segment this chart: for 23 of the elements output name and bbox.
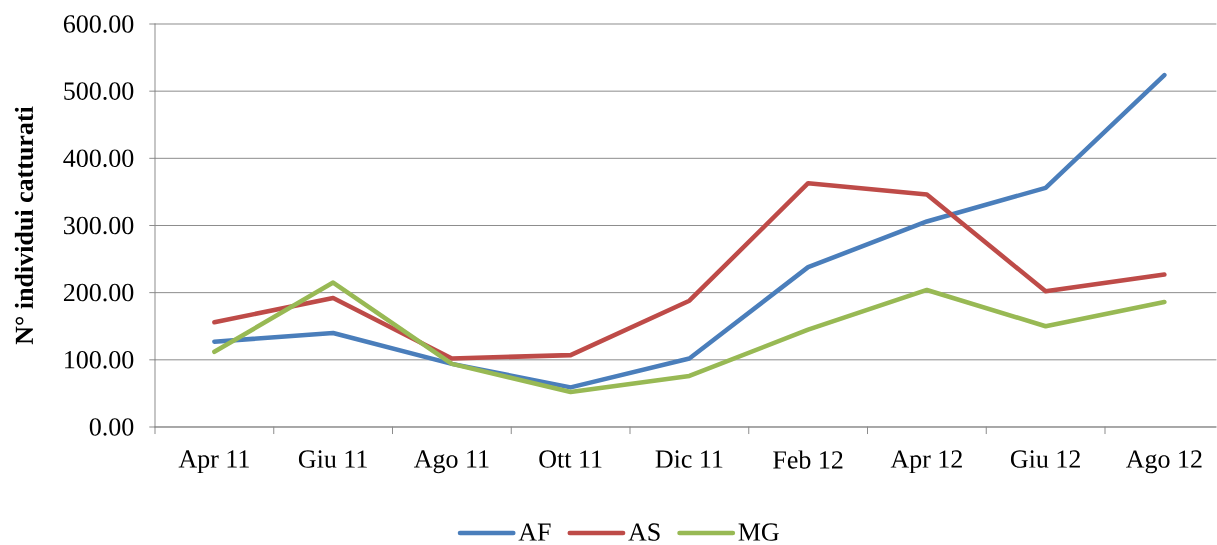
line-series bbox=[212, 72, 1167, 390]
y-tick-label: 200.00 bbox=[63, 283, 134, 302]
x-tick-label: Apr 11 bbox=[178, 450, 249, 474]
x-tick-label: Ago 11 bbox=[413, 450, 489, 474]
y-tick-label: 400.00 bbox=[63, 149, 134, 168]
y-tick-label: 0.00 bbox=[89, 418, 134, 436]
y-tick-label: 500.00 bbox=[64, 82, 134, 100]
line-series bbox=[212, 180, 1167, 361]
x-tick-label: Feb 12 bbox=[773, 450, 843, 469]
x-tick-label: Ott 11 bbox=[539, 450, 602, 468]
x-tick-label: Dic 11 bbox=[655, 450, 723, 468]
legend-label: AF bbox=[518, 523, 551, 541]
y-tick-label: 600.00 bbox=[63, 15, 134, 33]
legend-label: AS bbox=[628, 523, 660, 541]
x-tick-label: Giu 12 bbox=[1010, 450, 1080, 468]
legend-label: MG bbox=[738, 523, 779, 541]
x-tick-label: Ago 12 bbox=[1125, 450, 1202, 474]
y-axis-title: N° individui catturati bbox=[14, 106, 34, 345]
y-tick-label: 300.00 bbox=[64, 216, 134, 235]
x-tick-label: Apr 12 bbox=[890, 450, 962, 474]
line-series bbox=[212, 280, 1167, 395]
x-tick-label: Giu 11 bbox=[298, 450, 367, 468]
y-tick-label: 100.00 bbox=[65, 350, 134, 369]
